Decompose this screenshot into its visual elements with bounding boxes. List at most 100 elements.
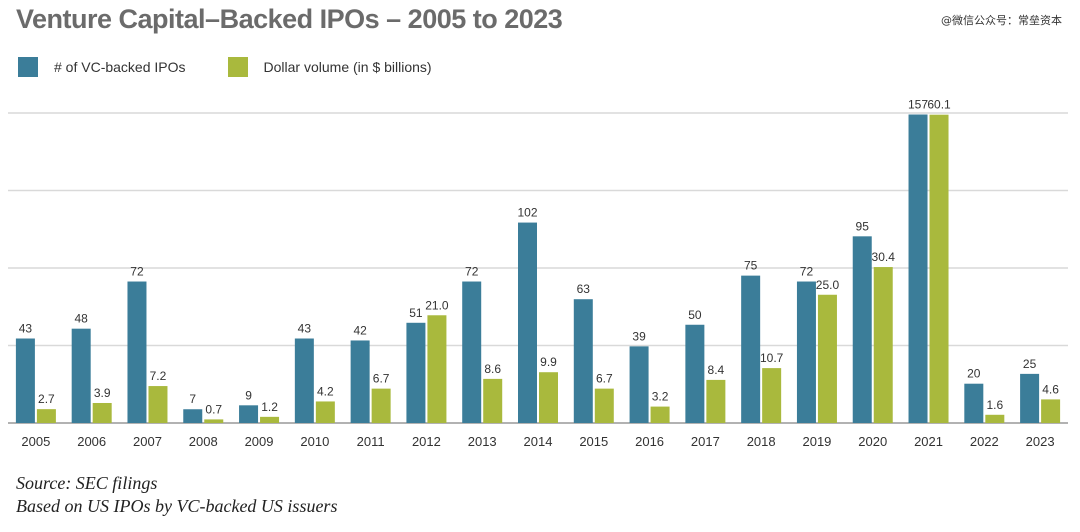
value-label-dollar-2005: 2.7 xyxy=(38,392,55,406)
value-label-ipos-2006: 48 xyxy=(75,312,89,326)
legend-item-dollar: Dollar volume (in $ billions) xyxy=(227,57,432,77)
value-label-ipos-2009: 9 xyxy=(245,388,252,402)
value-label-ipos-2013: 72 xyxy=(465,265,479,279)
value-label-ipos-2018: 75 xyxy=(744,259,758,273)
value-label-ipos-2014: 102 xyxy=(517,206,537,220)
value-label-ipos-2010: 43 xyxy=(298,322,312,336)
value-label-dollar-2022: 1.6 xyxy=(986,398,1003,412)
bar-ipos-2009 xyxy=(239,405,259,423)
bar-dollar-2010 xyxy=(315,401,335,423)
x-tick-label-2005: 2005 xyxy=(21,434,50,449)
x-tick-label-2016: 2016 xyxy=(635,434,664,449)
x-tick-label-2017: 2017 xyxy=(691,434,720,449)
value-label-ipos-2007: 72 xyxy=(130,265,144,279)
legend: # of VC-backed IPOs Dollar volume (in $ … xyxy=(18,56,474,78)
bar-dollar-2013 xyxy=(483,378,503,423)
x-tick-label-2015: 2015 xyxy=(579,434,608,449)
x-tick-label-2008: 2008 xyxy=(189,434,218,449)
bar-dollar-2009 xyxy=(260,416,280,423)
bar-dollar-2011 xyxy=(371,388,391,423)
bar-dollar-2023 xyxy=(1041,399,1061,423)
value-label-dollar-2023: 4.6 xyxy=(1042,382,1059,396)
x-tick-label-2020: 2020 xyxy=(858,434,887,449)
value-label-ipos-2021: 157 xyxy=(908,97,928,111)
bar-ipos-2015 xyxy=(573,299,593,423)
x-tick-label-2010: 2010 xyxy=(300,434,329,449)
value-label-dollar-2018: 10.7 xyxy=(760,351,784,365)
bar-dollar-2008 xyxy=(204,419,224,423)
bar-ipos-2013 xyxy=(462,281,482,423)
value-label-ipos-2012: 51 xyxy=(409,306,423,320)
bar-ipos-2020 xyxy=(852,236,872,423)
bar-ipos-2019 xyxy=(796,281,816,423)
bar-ipos-2016 xyxy=(629,346,649,423)
x-tick-label-2014: 2014 xyxy=(524,434,553,449)
value-label-ipos-2022: 20 xyxy=(967,367,981,381)
bar-ipos-2005 xyxy=(15,338,35,423)
watermark: @微信公众号：常垒资本 xyxy=(941,14,1062,27)
bar-dollar-2014 xyxy=(539,372,558,423)
bar-ipos-2021 xyxy=(908,114,928,424)
bar-dollar-2020 xyxy=(873,267,893,423)
x-tick-label-2013: 2013 xyxy=(468,434,497,449)
value-label-dollar-2019: 25.0 xyxy=(816,278,840,292)
bar-dollar-2017 xyxy=(706,379,726,423)
value-label-ipos-2017: 50 xyxy=(688,308,702,322)
bar-dollar-2006 xyxy=(92,402,112,423)
source-note: Source: SEC filings xyxy=(16,473,158,493)
bar-dollar-2007 xyxy=(148,386,168,423)
value-label-dollar-2016: 3.2 xyxy=(652,390,669,404)
x-tick-label-2012: 2012 xyxy=(412,434,441,449)
bar-dollar-2022 xyxy=(985,414,1005,423)
x-tick-label-2018: 2018 xyxy=(747,434,776,449)
bar-ipos-2008 xyxy=(183,409,203,423)
value-label-dollar-2017: 8.4 xyxy=(708,363,725,377)
x-tick-label-2021: 2021 xyxy=(914,434,943,449)
bar-ipos-2012 xyxy=(406,322,426,423)
legend-swatch-dollar xyxy=(227,57,248,77)
value-label-ipos-2023: 25 xyxy=(1023,357,1037,371)
value-label-dollar-2020: 30.4 xyxy=(872,250,896,264)
bar-ipos-2010 xyxy=(294,338,314,423)
bar-dollar-2018 xyxy=(762,368,782,423)
value-label-dollar-2011: 6.7 xyxy=(373,372,390,386)
value-label-dollar-2008: 0.7 xyxy=(205,402,222,416)
chart-title: Venture Capital–Backed IPOs – 2005 to 20… xyxy=(16,4,563,34)
bar-ipos-2007 xyxy=(127,281,147,423)
value-label-ipos-2008: 7 xyxy=(189,392,196,406)
value-label-dollar-2007: 7.2 xyxy=(150,369,167,383)
x-tick-label-2009: 2009 xyxy=(245,434,274,449)
value-label-dollar-2013: 8.6 xyxy=(484,362,501,376)
value-label-dollar-2021: 60.1 xyxy=(927,98,951,112)
bar-ipos-2017 xyxy=(685,324,705,423)
bar-ipos-2006 xyxy=(71,328,91,423)
value-label-dollar-2006: 3.9 xyxy=(94,386,111,400)
x-tick-label-2007: 2007 xyxy=(133,434,162,449)
x-tick-label-2019: 2019 xyxy=(802,434,831,449)
x-tick-label-2022: 2022 xyxy=(970,434,999,449)
value-label-ipos-2016: 39 xyxy=(632,329,646,343)
bar-dollar-2005 xyxy=(36,409,56,423)
value-label-ipos-2005: 43 xyxy=(19,322,33,336)
value-label-dollar-2009: 1.2 xyxy=(261,400,278,414)
footer: Source: SEC filings Based on US IPOs by … xyxy=(16,472,337,518)
bar-ipos-2014 xyxy=(518,222,537,423)
value-label-dollar-2015: 6.7 xyxy=(596,372,613,386)
bar-dollar-2016 xyxy=(650,406,670,423)
value-label-ipos-2020: 95 xyxy=(856,219,870,233)
x-tick-label-2023: 2023 xyxy=(1026,434,1055,449)
value-label-dollar-2012: 21.0 xyxy=(425,298,449,312)
bar-dollar-2021 xyxy=(929,114,949,423)
legend-label-dollar: Dollar volume (in $ billions) xyxy=(263,59,432,75)
x-tick-label-2006: 2006 xyxy=(77,434,106,449)
value-label-ipos-2011: 42 xyxy=(353,323,367,337)
bar-dollar-2015 xyxy=(594,388,614,423)
value-label-dollar-2010: 4.2 xyxy=(317,384,334,398)
bar-ipos-2022 xyxy=(964,383,984,423)
bar-dollar-2012 xyxy=(427,315,447,423)
bar-dollar-2019 xyxy=(817,294,837,423)
bar-ipos-2018 xyxy=(741,275,761,423)
legend-item-ipos: # of VC-backed IPOs xyxy=(18,57,186,77)
bar-chart: 43 2.7 2005 48 3.9 2006 72 7.2 2007 7 0.7 2008 9 1.2 2… xyxy=(8,97,1068,449)
value-label-ipos-2015: 63 xyxy=(577,282,591,296)
